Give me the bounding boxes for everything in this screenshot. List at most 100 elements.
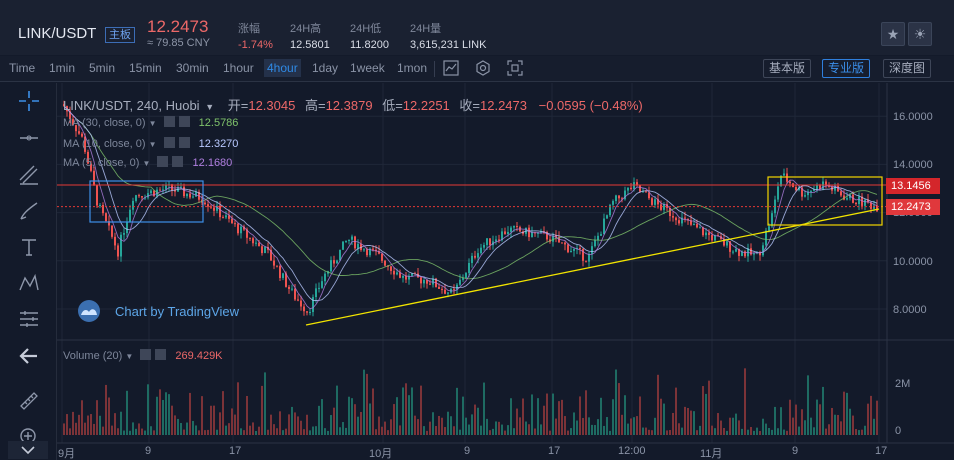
ma-label[interactable]: MA (5, close, 0) bbox=[63, 157, 140, 169]
volume-bar bbox=[612, 399, 614, 435]
settings-gear-icon[interactable] bbox=[474, 60, 492, 78]
tf-1hour[interactable]: 1hour bbox=[223, 61, 254, 75]
settings-icon[interactable] bbox=[163, 116, 175, 127]
volume-label[interactable]: Volume (20) bbox=[63, 350, 123, 362]
stat-label: 涨幅 bbox=[238, 23, 260, 35]
volume-bar bbox=[279, 411, 281, 435]
tf-time[interactable]: Time bbox=[9, 61, 36, 75]
volume-bar bbox=[726, 430, 728, 435]
back-arrow-icon[interactable] bbox=[16, 345, 42, 371]
volume-bar bbox=[264, 372, 266, 435]
volume-bar bbox=[654, 417, 656, 435]
brush-icon[interactable] bbox=[16, 200, 42, 226]
candle-body bbox=[681, 217, 683, 224]
tf-1mon[interactable]: 1mon bbox=[397, 61, 428, 75]
chevron-down-icon[interactable]: ▼ bbox=[125, 352, 134, 361]
close-icon[interactable] bbox=[155, 349, 167, 360]
volume-bar bbox=[180, 423, 182, 435]
tf-4hour[interactable]: 4hour bbox=[264, 59, 301, 77]
close-icon[interactable] bbox=[172, 156, 184, 167]
volume-bar bbox=[861, 429, 863, 435]
volume-bar bbox=[615, 369, 617, 435]
chevron-down-icon[interactable]: ▼ bbox=[148, 119, 157, 128]
tf-1min[interactable]: 1min bbox=[49, 61, 76, 75]
volume-bar bbox=[645, 427, 647, 435]
close-label: 收= bbox=[459, 98, 480, 113]
view-basic-button[interactable]: 基本版 bbox=[763, 59, 812, 78]
candle-body bbox=[798, 187, 800, 191]
price-tick: 16.0000 bbox=[893, 111, 933, 123]
candle-body bbox=[333, 260, 335, 264]
chevron-down-icon[interactable] bbox=[8, 441, 48, 459]
tf-30min[interactable]: 30min bbox=[176, 61, 209, 75]
tf-1week[interactable]: 1week bbox=[350, 61, 385, 75]
screenshot-icon[interactable] bbox=[506, 60, 524, 78]
star-icon[interactable]: ★ bbox=[881, 22, 905, 46]
chart-type-icon[interactable] bbox=[442, 60, 460, 78]
volume-bar bbox=[321, 399, 323, 435]
candle-body bbox=[588, 254, 590, 262]
settings-icon[interactable] bbox=[163, 137, 175, 148]
settings-icon[interactable] bbox=[140, 349, 152, 360]
volume-bar bbox=[465, 417, 467, 435]
ruler-icon[interactable] bbox=[16, 390, 42, 416]
candle-body bbox=[441, 288, 443, 290]
ma30-legend: MA (30, close, 0) ▼ 12.5786 bbox=[63, 116, 238, 129]
tradingview-logo-icon bbox=[78, 300, 100, 322]
ma-value: 12.5786 bbox=[198, 117, 239, 129]
volume-bar bbox=[702, 386, 704, 435]
measure-tool-icon[interactable] bbox=[16, 308, 42, 334]
candle-body bbox=[396, 272, 398, 275]
candle-body bbox=[504, 231, 506, 235]
price-chart[interactable] bbox=[57, 83, 954, 460]
volume-bar bbox=[426, 430, 428, 435]
trend-line-icon[interactable] bbox=[16, 127, 42, 153]
tf-5min[interactable]: 5min bbox=[89, 61, 116, 75]
close-icon[interactable] bbox=[178, 116, 190, 127]
candle-body bbox=[369, 248, 371, 256]
tf-15min[interactable]: 15min bbox=[129, 61, 162, 75]
pair-name[interactable]: LINK/USDT bbox=[18, 25, 97, 42]
candle-body bbox=[729, 241, 731, 252]
crosshair-icon[interactable] bbox=[16, 90, 42, 116]
ma-label[interactable]: MA (10, close, 0) bbox=[63, 138, 146, 150]
view-depth-button[interactable]: 深度图 bbox=[883, 59, 932, 78]
volume-bar bbox=[729, 417, 731, 435]
text-tool-icon[interactable] bbox=[16, 236, 42, 262]
stat-value: -1.74% bbox=[238, 39, 273, 51]
view-pro-button[interactable]: 专业版 bbox=[822, 59, 871, 78]
candle-body bbox=[630, 187, 632, 190]
volume-bar bbox=[330, 415, 332, 435]
ma-label[interactable]: MA (30, close, 0) bbox=[63, 117, 146, 129]
volume-bar bbox=[837, 414, 839, 435]
candle-body bbox=[801, 187, 803, 197]
ma10-legend: MA (10, close, 0) ▼ 12.3270 bbox=[63, 137, 238, 150]
pattern-tool-icon[interactable] bbox=[16, 272, 42, 298]
volume-bar bbox=[138, 423, 140, 435]
volume-bar bbox=[261, 385, 263, 435]
tradingview-watermark[interactable]: Chart by TradingView bbox=[72, 296, 262, 328]
volume-bar bbox=[735, 413, 737, 435]
volume-bar bbox=[207, 429, 209, 435]
volume-bar bbox=[78, 414, 80, 435]
candle-body bbox=[741, 251, 743, 256]
candle-body bbox=[204, 202, 206, 205]
volume-bar bbox=[429, 421, 431, 435]
symbol-info[interactable]: LINK/USDT, 240, Huobi bbox=[63, 98, 200, 113]
candle-body bbox=[672, 216, 674, 218]
theme-sun-icon[interactable]: ☀ bbox=[908, 22, 932, 46]
volume-bar bbox=[816, 399, 818, 435]
volume-bar bbox=[519, 417, 521, 435]
chevron-down-icon[interactable]: ▼ bbox=[205, 102, 215, 112]
settings-icon[interactable] bbox=[157, 156, 169, 167]
tf-1day[interactable]: 1day bbox=[312, 61, 339, 75]
chevron-down-icon[interactable]: ▼ bbox=[142, 159, 151, 168]
volume-bar bbox=[471, 414, 473, 435]
close-icon[interactable] bbox=[178, 137, 190, 148]
candle-body bbox=[114, 236, 116, 246]
candle-body bbox=[273, 260, 275, 266]
fib-tool-icon[interactable] bbox=[16, 164, 42, 190]
candle-body bbox=[765, 230, 767, 246]
volume-bar bbox=[516, 408, 518, 435]
chevron-down-icon[interactable]: ▼ bbox=[148, 140, 157, 149]
